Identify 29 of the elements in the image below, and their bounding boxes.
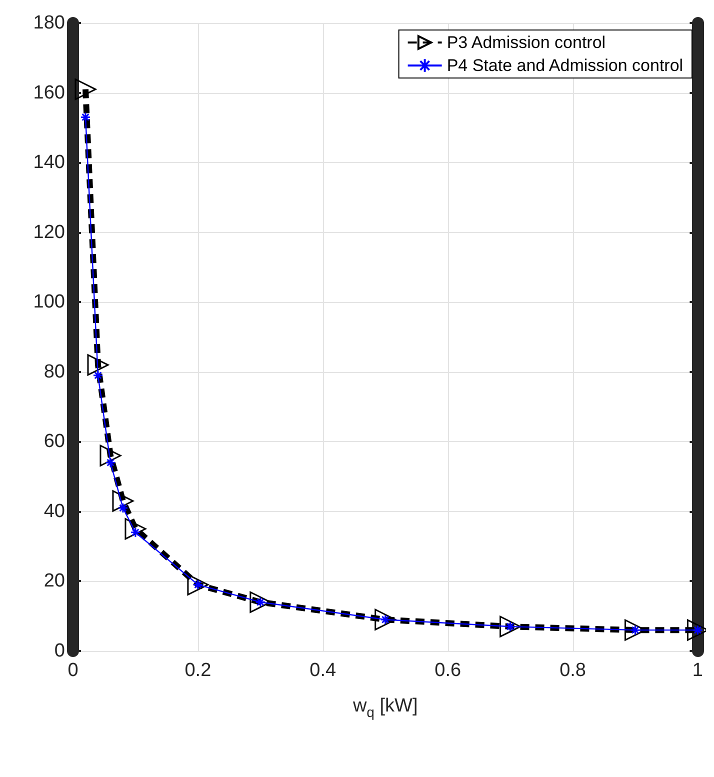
y-tick-label: 0 [54, 640, 65, 662]
x-tick-label: 1 [692, 660, 704, 681]
y-tick-label: 60 [44, 431, 65, 452]
point [87, 354, 109, 376]
y-tick-label: 40 [44, 500, 65, 522]
point [112, 490, 134, 512]
y-tick-label: 100 [33, 292, 65, 313]
point [80, 112, 91, 122]
y-tick-label: 180 [33, 12, 65, 34]
y-tick-label: 120 [33, 222, 65, 243]
legend-label: P3 Admission control [446, 33, 606, 52]
y-tick-label: 140 [33, 152, 65, 174]
legend-label: P4 State and Admission control [446, 56, 684, 75]
x-tick-label: 0.6 [434, 660, 462, 681]
point [74, 78, 96, 100]
y-tick-label: 160 [33, 82, 65, 104]
x-tick-label: 0.2 [184, 660, 212, 681]
x-tick-label: 0.4 [310, 660, 337, 681]
y-tick-label: 20 [44, 570, 65, 592]
x-tick-label: 0 [68, 660, 78, 681]
x-tick-label: 0.8 [560, 660, 586, 681]
point [124, 518, 146, 540]
y-tick-label: 80 [44, 361, 65, 382]
point [374, 608, 396, 630]
point [500, 616, 522, 638]
point [92, 370, 104, 381]
point [105, 457, 116, 468]
point [118, 502, 128, 514]
point [100, 444, 122, 466]
